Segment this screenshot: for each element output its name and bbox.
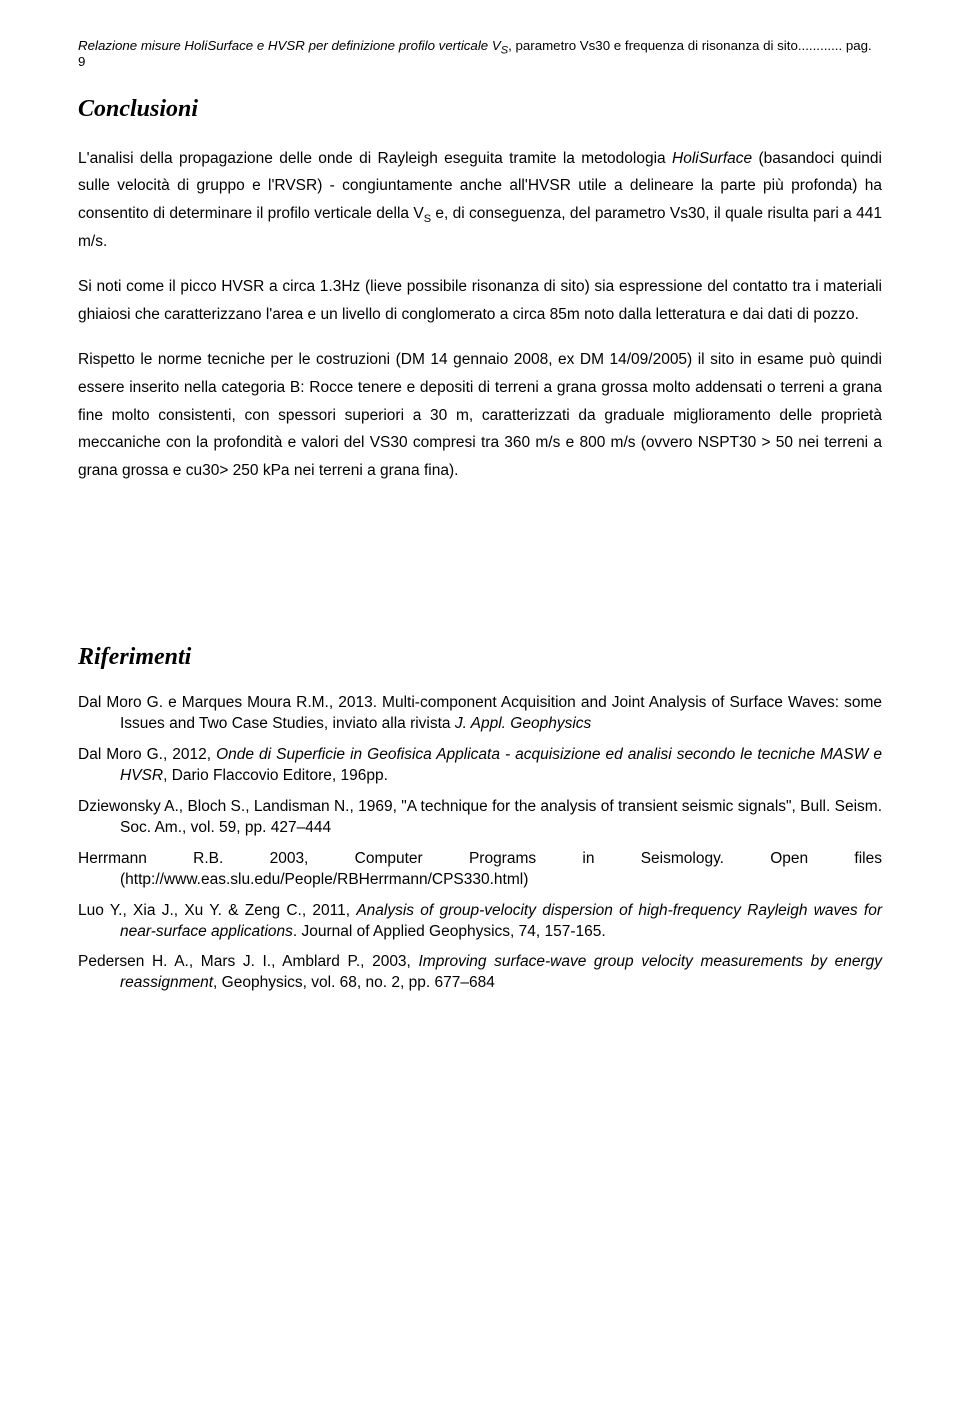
ref-3: Dziewonsky A., Bloch S., Landisman N., 1… [78,797,882,839]
ref-6: Pedersen H. A., Mars J. I., Amblard P., … [78,952,882,994]
ref5-b: . Journal of Applied Geophysics, 74, 157… [293,923,606,940]
ref-5: Luo Y., Xia J., Xu Y. & Zeng C., 2011, A… [78,901,882,943]
ref2-a: Dal Moro G., 2012, [78,746,216,763]
ref2-b: , Dario Flaccovio Editore, 196pp. [163,767,388,784]
riferimenti-section: Riferimenti Dal Moro G. e Marques Moura … [78,644,882,994]
ref-1: Dal Moro G. e Marques Moura R.M., 2013. … [78,693,882,735]
ref6-a: Pedersen H. A., Mars J. I., Amblard P., … [78,953,418,970]
ref6-b: , Geophysics, vol. 68, no. 2, pp. 677–68… [213,974,495,991]
section-title-conclusioni: Conclusioni [78,96,882,123]
page: Relazione misure HoliSurface e HVSR per … [0,0,960,1420]
p1-sub: S [424,213,431,225]
header-sub: S [501,45,508,57]
section-title-riferimenti: Riferimenti [78,644,882,671]
p1-text-a: L'analisi della propagazione delle onde … [78,150,672,167]
conclusioni-p2: Si noti come il picco HVSR a circa 1.3Hz… [78,273,882,328]
conclusioni-p3: Rispetto le norme tecniche per le costru… [78,346,882,484]
ref5-a: Luo Y., Xia J., Xu Y. & Zeng C., 2011, [78,902,356,919]
ref-4-line1: Herrmann R.B. 2003, Computer Programs in… [78,849,882,870]
ref1-i: J. Appl. Geophysics [455,715,591,732]
conclusioni-p1: L'analisi della propagazione delle onde … [78,145,882,255]
p1-holisurface: HoliSurface [672,150,752,167]
ref-2: Dal Moro G., 2012, Onde di Superficie in… [78,745,882,787]
ref-4-line2: (http://www.eas.slu.edu/People/RBHerrman… [78,870,882,891]
header-italic: Relazione misure HoliSurface e HVSR per … [78,38,501,53]
page-header: Relazione misure HoliSurface e HVSR per … [78,38,882,70]
